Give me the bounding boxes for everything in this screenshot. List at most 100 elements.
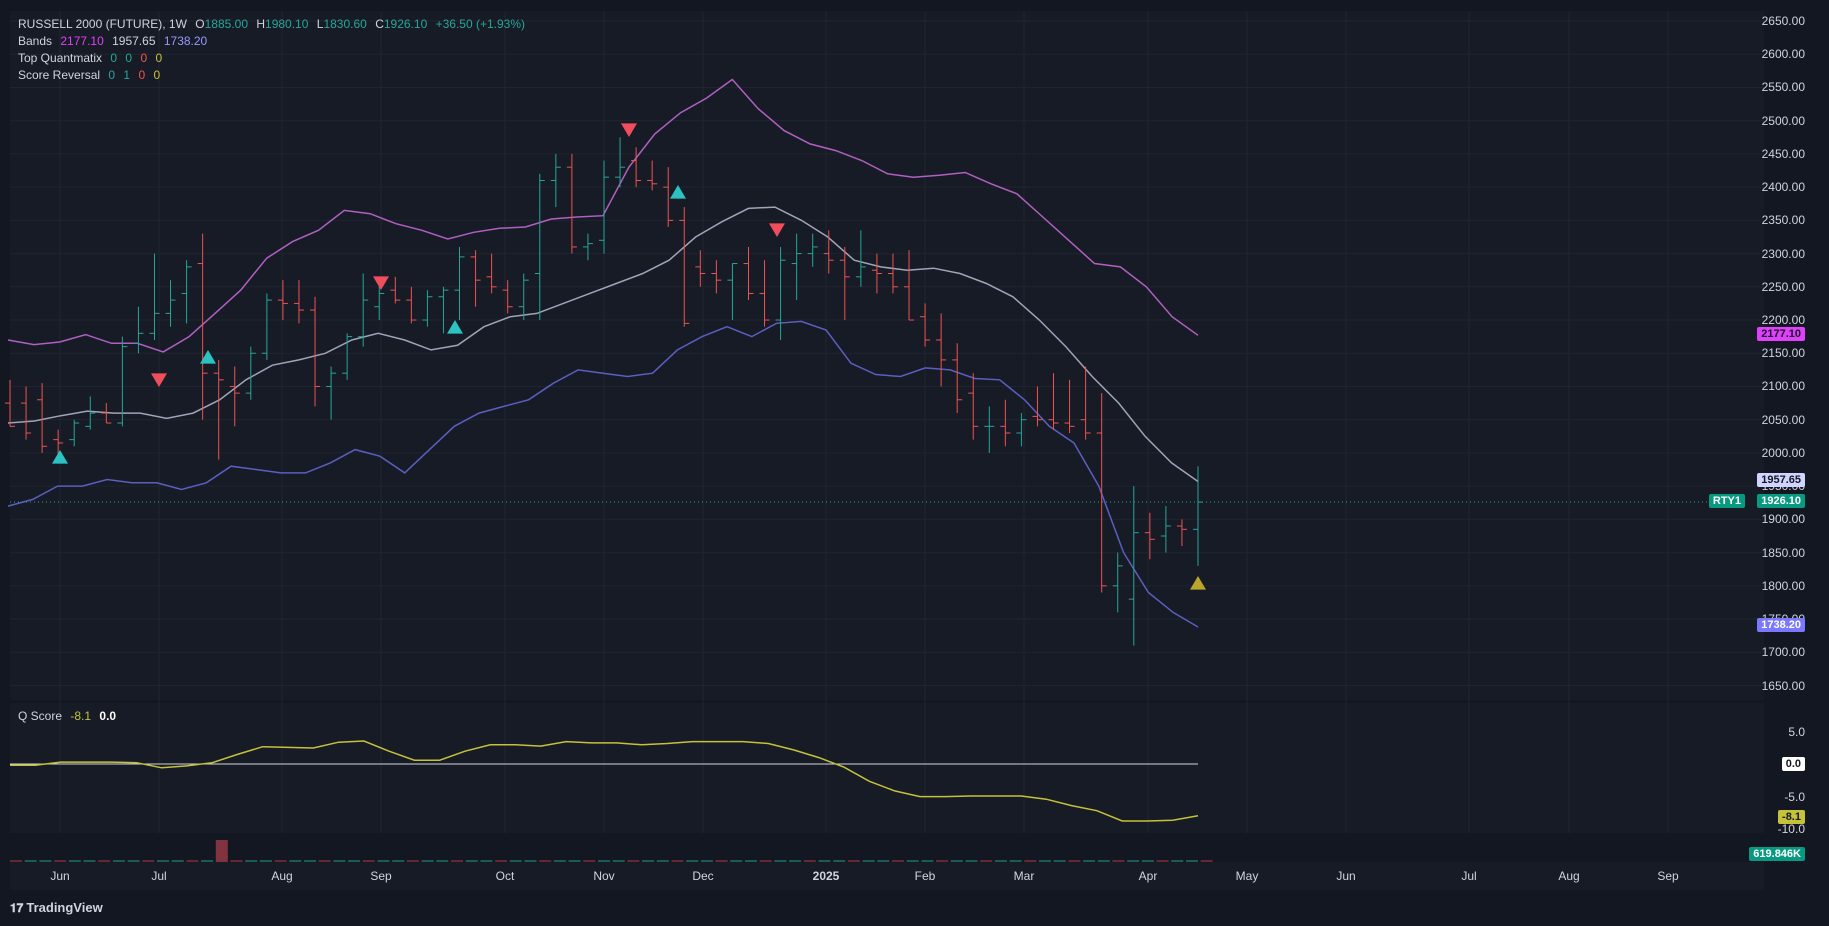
volume-bar (127, 860, 140, 862)
price-axis-tick: 2500.00 (1761, 113, 1805, 128)
volume-bar (230, 860, 243, 862)
buy-signal-icon (52, 450, 68, 464)
high-value: 1980.10 (265, 17, 309, 31)
qscore-value: -8.1 (70, 709, 92, 723)
main-chart-pane[interactable] (10, 11, 1764, 700)
buy-signal-icon (670, 185, 686, 199)
band-upper-line (7, 78, 1199, 353)
bands-lower-value: 1738.20 (163, 34, 208, 48)
last-price-badge: 1926.10 (1757, 494, 1805, 508)
volume-bar (745, 860, 757, 862)
volume-bar (583, 860, 596, 862)
volume-bar (950, 860, 963, 862)
month-label: Jul (1461, 869, 1477, 883)
price-axis-tick: 2550.00 (1761, 80, 1805, 95)
volume-bar (847, 860, 860, 862)
qscore-axis-tick: -10.0 (1777, 822, 1805, 836)
sr-value: 1 (123, 68, 131, 82)
volume-bar (612, 860, 625, 862)
qscore-value-badge: -8.1 (1778, 810, 1805, 824)
volume-bar (803, 860, 816, 862)
volume-bar (1186, 860, 1198, 862)
tq-value: 0 (125, 51, 133, 65)
open-label: O (195, 17, 205, 31)
volume-bar (1097, 860, 1110, 862)
volume-bar (921, 860, 934, 862)
buy-signal-icon (200, 350, 216, 364)
qscore-zero-value: 0.0 (99, 709, 117, 723)
time-axis[interactable] (10, 862, 1764, 890)
volume-bar (1009, 860, 1022, 862)
volume-bar (171, 860, 184, 862)
warning-signal-icon (1190, 576, 1206, 590)
volume-bar (465, 860, 478, 862)
month-label: Mar (1013, 869, 1035, 883)
volume-bar (289, 860, 302, 862)
brand-name: TradingView (26, 900, 103, 915)
price-axis-tick: 2250.00 (1761, 279, 1805, 294)
volume-bar (451, 860, 463, 862)
price-axis-tick: 2350.00 (1761, 213, 1805, 228)
volume-bar (1200, 860, 1213, 862)
month-label: Sep (370, 869, 392, 883)
month-label: Jun (50, 869, 70, 883)
volume-bar (539, 860, 552, 862)
tq-value: 0 (140, 51, 148, 65)
volume-bar (406, 860, 419, 862)
price-axis-tick: 1900.00 (1761, 512, 1805, 527)
volume-bar (877, 860, 890, 862)
symbol-legend: RUSSELL 2000 (FUTURE), 1W O1885.00 H1980… (18, 17, 530, 31)
volume-bar (906, 860, 919, 862)
month-label: Feb (914, 869, 936, 883)
volume-bar (1112, 860, 1125, 862)
price-axis-tick: 2150.00 (1761, 346, 1805, 361)
volume-bar (1127, 860, 1140, 862)
sr-value: 0 (138, 68, 146, 82)
volume-bar (436, 860, 449, 862)
sr-value: 0 (108, 68, 116, 82)
volume-bar (789, 860, 802, 862)
volume-bar (318, 860, 331, 862)
price-axis-tick: 2100.00 (1761, 379, 1805, 394)
volume-bar (186, 860, 199, 862)
sell-signal-icon (621, 123, 637, 137)
month-label: May (1235, 869, 1259, 883)
volume-bar (524, 860, 537, 862)
month-label: Nov (593, 869, 615, 883)
qscore-pane[interactable] (10, 703, 1764, 833)
qscore-axis-tick: -5.0 (1784, 790, 1805, 804)
volume-bar (994, 860, 1007, 862)
price-axis-tick: 2300.00 (1761, 246, 1805, 261)
volume-bar (348, 860, 361, 862)
volume-bar (245, 860, 258, 862)
volume-bar (215, 840, 228, 862)
symbol-title: RUSSELL 2000 (FUTURE), 1W (18, 17, 187, 31)
buy-signal-icon (447, 320, 463, 334)
month-label: Apr (1138, 869, 1158, 883)
price-axis-tick: 1650.00 (1761, 678, 1805, 693)
volume-bar (10, 860, 22, 862)
volume-bar (553, 860, 566, 862)
volume-bar (333, 860, 346, 862)
volume-bar (700, 860, 713, 862)
volume-bar (98, 860, 111, 862)
month-label: Aug (1558, 869, 1580, 883)
symbol-tag-badge: RTY1 (1708, 494, 1745, 508)
tradingview-logo[interactable]: 𝟏𝟕 TradingView (10, 900, 103, 916)
month-label: Dec (692, 869, 714, 883)
price-axis-tick: 1700.00 (1761, 645, 1805, 660)
volume-bar (1039, 860, 1051, 862)
volume-bar (392, 860, 405, 862)
volume-bar (686, 860, 699, 862)
high-label: H (256, 17, 266, 31)
volume-bar (730, 860, 743, 862)
qscore-axis-tick: 5.0 (1788, 725, 1805, 739)
volume-bar (774, 860, 787, 862)
price-axis-tick: 2600.00 (1761, 47, 1805, 62)
month-label: 2025 (812, 869, 840, 883)
volume-bar (495, 860, 508, 862)
volume-badge: 619.846K (1749, 847, 1805, 861)
qscore-label: Q Score (18, 709, 63, 723)
volume-bar (259, 860, 272, 862)
